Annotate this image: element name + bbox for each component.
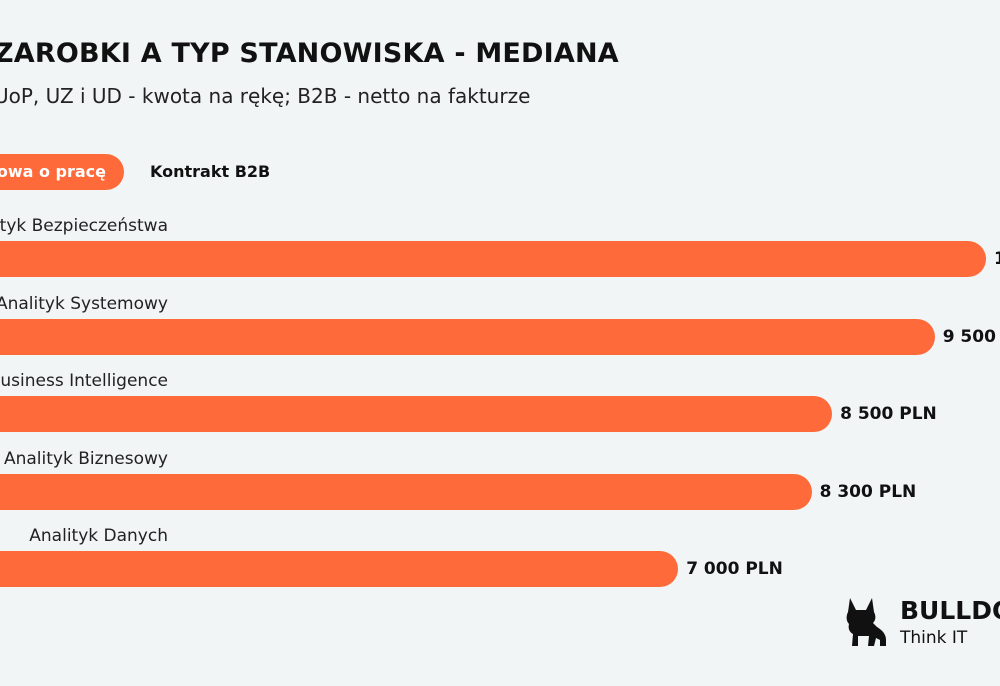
bar xyxy=(0,318,935,355)
chart-subtitle: UoP, UZ i UD - kwota na rękę; B2B - nett… xyxy=(0,84,531,108)
value-label: 8 300 PLN xyxy=(819,481,917,502)
bar-chart: Analityk Bezpieczeństwa 10 000 PLN Anality… xyxy=(0,200,1000,600)
tab-kontrakt-b2b[interactable]: Kontrakt B2B xyxy=(150,162,271,181)
category-label: Analityk Biznesowy xyxy=(3,448,168,469)
logo-tagline: Think IT xyxy=(900,628,968,648)
bulldog-icon xyxy=(846,598,886,646)
value-label: 10 000 PLN xyxy=(994,249,1000,269)
bar xyxy=(0,473,812,510)
category-label: Analityk Bezpieczeństwa xyxy=(0,216,168,236)
bar xyxy=(0,241,986,277)
bar xyxy=(0,396,833,432)
value-label: 7 000 PLN xyxy=(686,559,783,579)
bulldogjob-logo: BULLDOGJOB Think IT xyxy=(836,594,1000,650)
tab-umowa-o-prace[interactable]: Umowa o pracę xyxy=(0,154,124,190)
chart-title: ZAROBKI A TYP STANOWISKA - MEDIANA xyxy=(0,38,619,69)
category-label: Business Intelligence xyxy=(0,371,168,391)
category-label: Analityk Danych xyxy=(29,526,168,546)
category-label: Analityk Systemowy xyxy=(0,293,168,314)
logo-name: BULLDOGJOB xyxy=(900,596,1000,625)
bar xyxy=(0,551,679,587)
value-label: 9 500 PLN xyxy=(942,326,1000,347)
value-label: 8 500 PLN xyxy=(840,404,937,424)
